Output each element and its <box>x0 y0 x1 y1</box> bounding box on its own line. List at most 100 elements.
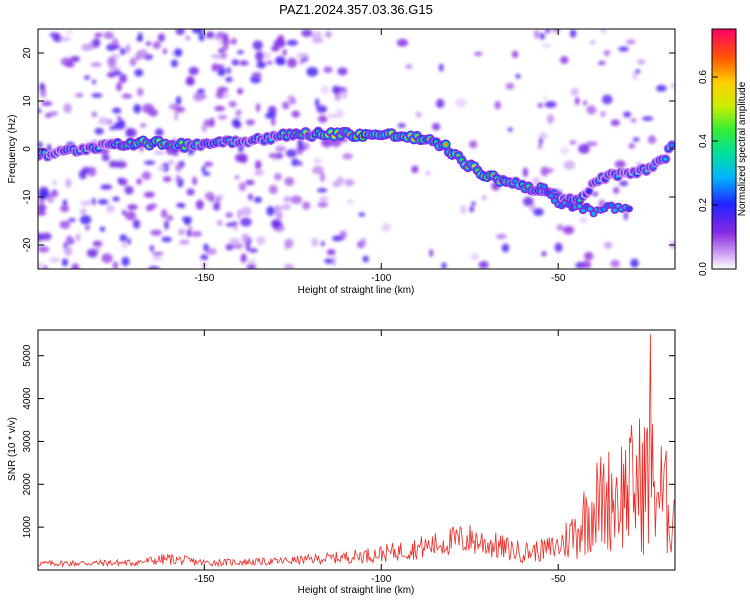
noise-blob <box>226 67 231 74</box>
noise-blob <box>326 249 336 256</box>
noise-blob <box>206 31 214 39</box>
noise-blob <box>92 240 103 247</box>
noise-blob <box>671 83 675 89</box>
noise-blob <box>275 56 286 66</box>
noise-blob <box>599 29 607 34</box>
noise-blob <box>539 32 545 40</box>
noise-blob <box>65 62 75 68</box>
y-tick-label: -20 <box>22 237 33 252</box>
noise-blob <box>112 107 122 114</box>
noise-blob <box>306 66 319 77</box>
noise-blob <box>245 179 255 186</box>
noise-blob <box>222 44 229 51</box>
noise-blob <box>237 50 244 55</box>
noise-blob <box>38 245 50 253</box>
noise-blob <box>632 71 638 81</box>
noise-blob <box>342 153 353 160</box>
noise-blob <box>610 259 621 268</box>
noise-blob <box>324 258 334 264</box>
noise-blob <box>411 165 419 174</box>
noise-blob <box>149 244 155 252</box>
noise-blob <box>282 49 287 56</box>
noise-blob <box>152 251 164 256</box>
noise-blob <box>311 237 319 247</box>
spectrogram-y-label: Frequency (Hz) <box>7 115 18 184</box>
noise-blob <box>469 140 478 149</box>
noise-blob <box>74 93 84 98</box>
noise-blob <box>311 38 324 43</box>
noise-blob <box>148 266 160 269</box>
spectrogram-x-axis: -150 -100 -50 <box>194 29 566 284</box>
noise-blob <box>302 201 311 210</box>
noise-blob <box>252 40 263 51</box>
noise-blob <box>501 243 510 253</box>
noise-blob <box>556 224 564 232</box>
colorbar: 0.0 0.2 0.4 0.6 Normalized spectral amplitu… <box>698 28 748 276</box>
noise-blob <box>174 106 186 113</box>
noise-blob <box>234 153 244 162</box>
noise-blob <box>614 160 626 168</box>
noise-blob <box>431 122 441 131</box>
noise-blob <box>240 206 252 217</box>
noise-blob <box>40 88 47 98</box>
noise-blob <box>136 36 143 42</box>
noise-blob <box>313 157 323 164</box>
y-tick-label: 5000 <box>22 344 33 367</box>
noise-blob <box>274 152 284 160</box>
noise-blob <box>108 66 121 72</box>
noise-blob <box>80 200 92 206</box>
noise-blob <box>132 219 141 229</box>
noise-blob <box>133 103 142 114</box>
noise-blob <box>99 226 106 232</box>
noise-blob <box>92 37 101 48</box>
noise-blob <box>192 176 197 186</box>
noise-blob <box>80 214 92 225</box>
noise-blob <box>291 158 299 167</box>
x-tick-label: -150 <box>194 273 214 284</box>
noise-blob <box>295 53 307 58</box>
noise-blob <box>49 32 61 38</box>
noise-blob <box>126 127 132 138</box>
noise-blob <box>94 127 104 135</box>
noise-blob <box>429 249 434 257</box>
branch-core <box>577 204 582 209</box>
noise-blob <box>164 220 169 230</box>
colorbar-tick-label: 0.4 <box>698 134 709 148</box>
noise-blob <box>460 205 467 215</box>
noise-blob <box>217 66 226 77</box>
noise-blob <box>360 237 367 248</box>
noise-blob <box>324 31 332 38</box>
noise-blob <box>397 123 406 128</box>
noise-blob <box>229 238 241 245</box>
noise-blob <box>112 44 121 50</box>
noise-blob <box>623 211 629 221</box>
noise-blob <box>136 178 142 185</box>
noise-blob <box>38 141 43 150</box>
noise-blob <box>286 57 297 68</box>
noise-blob <box>70 56 80 63</box>
noise-blob <box>272 220 279 227</box>
noise-blob <box>473 51 483 56</box>
noise-blob <box>157 164 165 172</box>
noise-blob <box>161 236 172 243</box>
noise-blob <box>175 162 182 172</box>
noise-blob <box>618 46 629 52</box>
noise-blob <box>228 100 237 108</box>
noise-blob <box>470 253 479 260</box>
noise-blob <box>225 243 234 251</box>
noise-blob <box>312 165 324 175</box>
noise-blob <box>174 111 179 121</box>
noise-blob <box>554 242 563 253</box>
noise-blob <box>234 175 240 180</box>
noise-blob <box>560 56 569 64</box>
noise-blob <box>208 117 215 128</box>
noise-blob <box>175 29 185 36</box>
noise-blob <box>91 197 96 206</box>
noise-blob <box>537 102 544 109</box>
branch-core <box>612 208 618 213</box>
noise-blob <box>173 48 183 57</box>
noise-blob <box>580 261 592 269</box>
noise-blob <box>331 85 341 94</box>
noise-blob <box>43 264 48 269</box>
noise-blob <box>563 160 576 170</box>
